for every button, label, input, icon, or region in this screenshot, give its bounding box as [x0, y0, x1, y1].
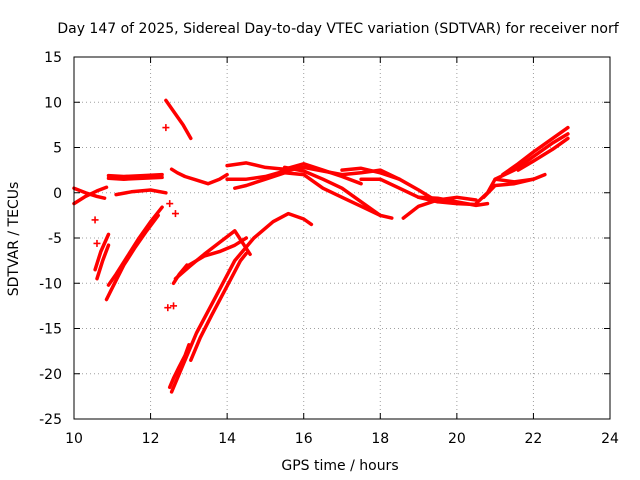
- series-arc-17: [189, 251, 249, 362]
- x-tick-label: 24: [601, 431, 619, 447]
- series-arc-30: [516, 136, 570, 172]
- plus-marker: [91, 216, 99, 224]
- x-tick-label: 16: [295, 431, 313, 447]
- series-arc-27: [481, 172, 547, 200]
- series-arc-20: [233, 171, 383, 218]
- series-arc-29: [501, 125, 570, 177]
- axis-ticks: [73, 56, 611, 420]
- series-arc-12: [169, 211, 314, 394]
- series-arc-8: [106, 172, 164, 179]
- plus-marker: [166, 200, 174, 208]
- y-tick-label: 10: [44, 95, 62, 111]
- y-tick-label: -20: [39, 367, 62, 383]
- x-tick-label: 10: [65, 431, 83, 447]
- plus-marker: [164, 304, 172, 312]
- chart-title: Day 147 of 2025, Sidereal Day-to-day VTE…: [57, 21, 619, 37]
- plus-marker: [171, 210, 179, 218]
- series-arc-21: [282, 165, 394, 220]
- series-arc-6: [106, 205, 164, 287]
- series-arc-10: [164, 98, 193, 141]
- x-tick-label: 22: [525, 431, 543, 447]
- x-tick-label: 14: [218, 431, 236, 447]
- series-arc-16: [187, 236, 249, 267]
- y-tick-labels: -25 -20 -15 -10 -5 0 5 10 15: [39, 50, 62, 428]
- plus-marker: [93, 239, 101, 247]
- series-arc-7: [114, 188, 168, 197]
- x-axis-title: GPS time / hours: [281, 458, 398, 474]
- y-tick-label: -15: [39, 322, 62, 338]
- y-tick-label: 15: [44, 50, 62, 66]
- series-arc-22: [340, 166, 440, 204]
- series-arc-14: [167, 343, 191, 390]
- grid: [74, 57, 610, 419]
- series-arc-9: [106, 175, 164, 181]
- points-layer: [91, 124, 179, 312]
- y-tick-label: 0: [53, 186, 62, 202]
- x-tick-label: 18: [371, 431, 389, 447]
- y-axis-title: SDTVAR / TECUs: [6, 182, 22, 297]
- x-tick-labels: 10 12 14 16 18 20 22 24: [65, 431, 619, 447]
- plus-marker: [162, 124, 170, 132]
- series-arc-2: [72, 186, 107, 200]
- y-tick-label: 5: [53, 141, 62, 157]
- series-arc-4: [95, 243, 111, 281]
- series-layer: [72, 98, 570, 394]
- x-tick-label: 12: [142, 431, 160, 447]
- series-arc-3: [93, 232, 111, 272]
- y-tick-label: -25: [39, 412, 62, 428]
- plus-marker: [170, 302, 178, 310]
- series-arc-15: [173, 229, 252, 281]
- series-arc-25: [416, 195, 490, 208]
- y-tick-label: -5: [48, 231, 62, 247]
- series-arc-11: [169, 167, 229, 186]
- series-arc-24: [401, 195, 478, 220]
- x-tick-label: 20: [448, 431, 466, 447]
- y-tick-label: -10: [39, 276, 62, 292]
